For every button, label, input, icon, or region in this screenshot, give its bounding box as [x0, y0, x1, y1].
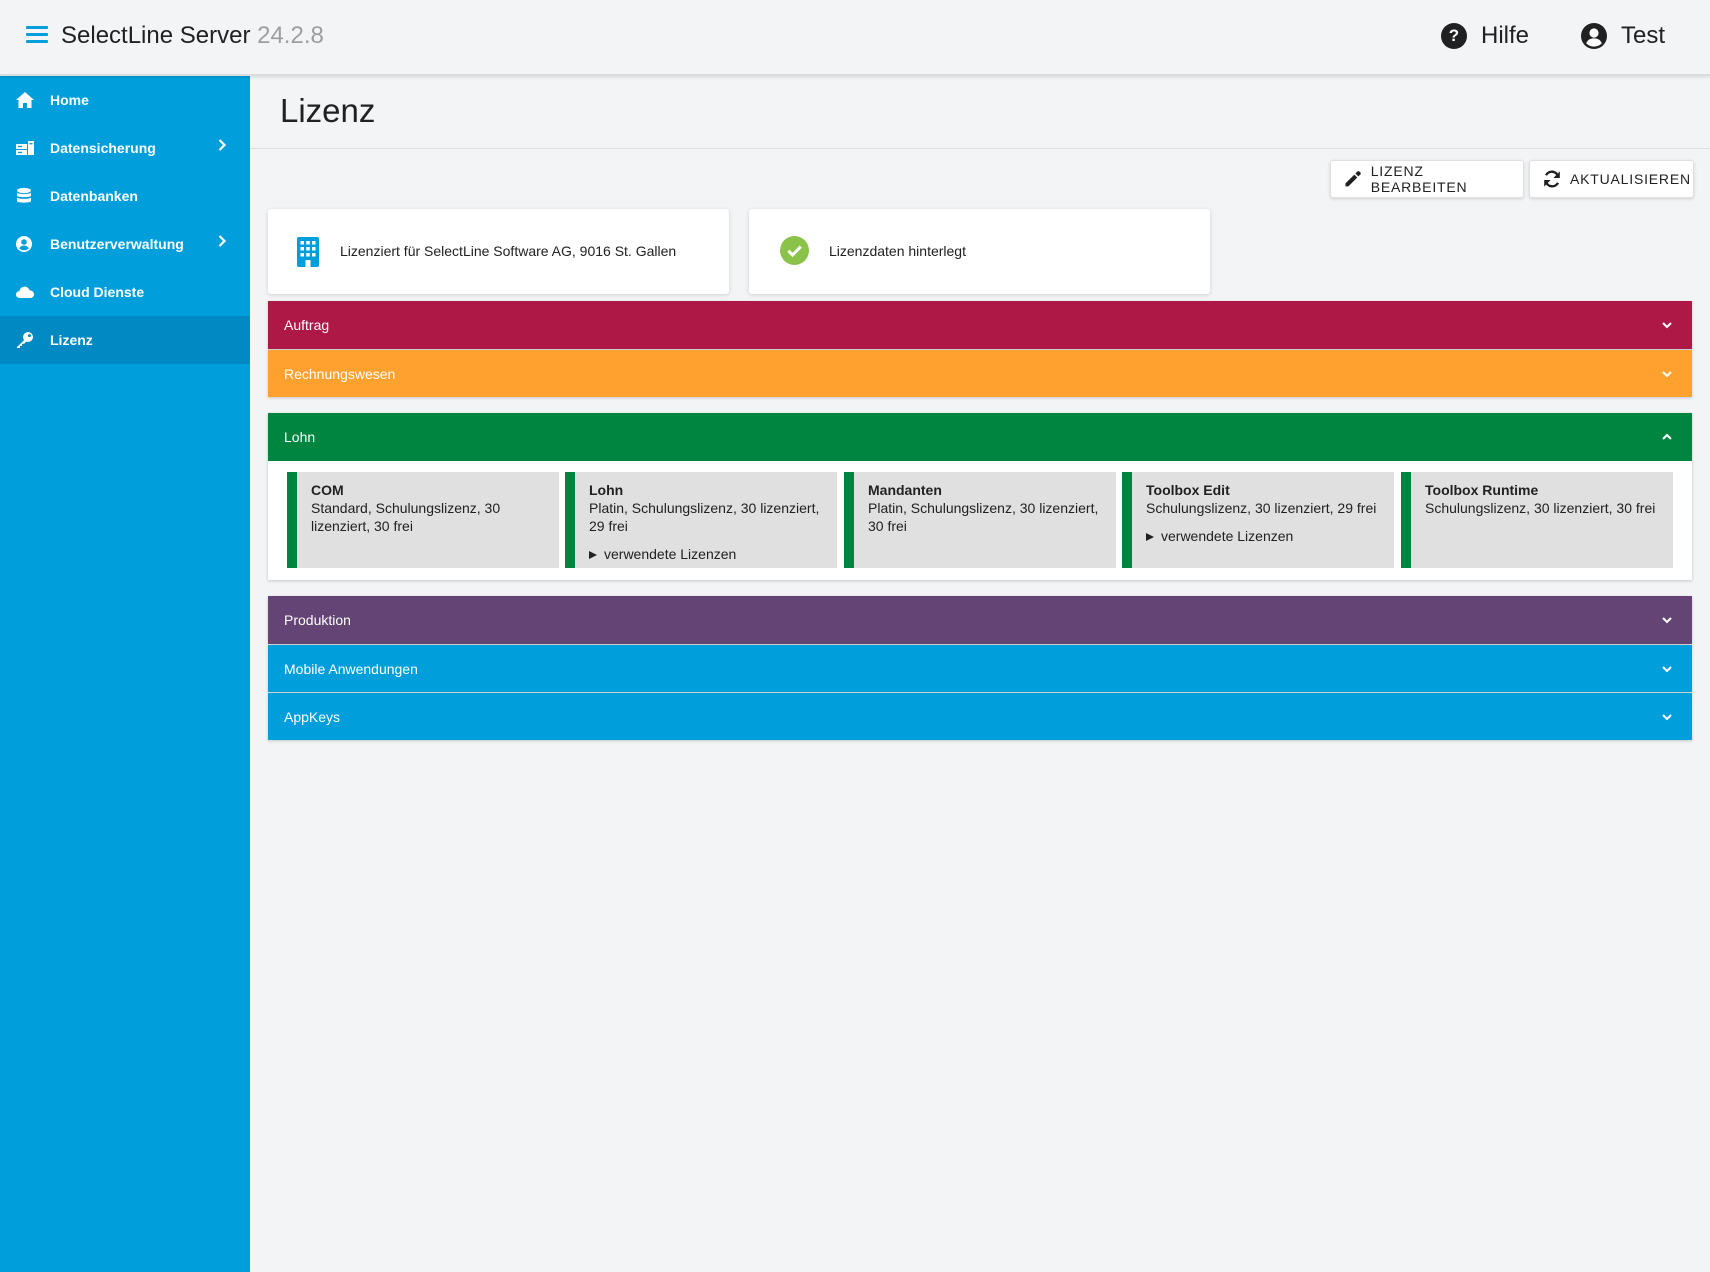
- panel-title: Auftrag: [284, 317, 330, 333]
- license-status-card: Lizenzdaten hinterlegt: [749, 209, 1210, 294]
- panel-auftrag: Auftrag: [268, 301, 1692, 349]
- panel-lohn: Lohn COM Standard, Schulungslizenz, 30 l…: [268, 413, 1692, 580]
- panel-title: Lohn: [284, 429, 316, 445]
- module-name: Toolbox Edit: [1146, 482, 1230, 498]
- database-icon: [17, 187, 31, 203]
- backup-icon: [16, 141, 34, 155]
- sidebar-item-benutzerverwaltung[interactable]: Benutzerverwaltung: [0, 220, 250, 268]
- module-tile-mandanten: Mandanten Platin, Schulungslizenz, 30 li…: [844, 472, 1116, 568]
- hamburger-menu-icon[interactable]: [26, 26, 48, 48]
- top-bar: SelectLine Server 24.2.8 ? Hilfe Test: [0, 0, 1710, 76]
- used-licenses-toggle[interactable]: verwendete Lizenzen: [1146, 527, 1293, 545]
- title-divider: [250, 148, 1710, 149]
- key-icon: [17, 332, 33, 348]
- module-description: Schulungslizenz, 30 lizenziert, 30 frei: [1425, 500, 1656, 516]
- panel-header-lohn[interactable]: Lohn: [268, 413, 1692, 461]
- sidebar-item-lizenz[interactable]: Lizenz: [0, 316, 250, 364]
- user-circle-icon: [16, 236, 32, 252]
- help-label: Hilfe: [1481, 22, 1530, 49]
- module-tile-toolbox-runtime: Toolbox Runtime Schulungslizenz, 30 lize…: [1401, 472, 1673, 568]
- sidebar-item-label: Benutzerverwaltung: [50, 236, 184, 252]
- sidebar-item-datensicherung[interactable]: Datensicherung: [0, 124, 250, 172]
- module-name: Toolbox Runtime: [1425, 482, 1539, 498]
- sidebar-item-label: Home: [50, 92, 89, 108]
- sidebar-item-datenbanken[interactable]: Datenbanken: [0, 172, 250, 220]
- chevron-down-icon: [1662, 617, 1672, 624]
- chevron-down-icon: [1662, 322, 1672, 329]
- user-label: Test: [1621, 22, 1666, 49]
- module-description: Platin, Schulungslizenz, 30 lizenziert, …: [868, 500, 1099, 534]
- check-circle-icon: [780, 236, 809, 265]
- panel-header-produktion[interactable]: Produktion: [268, 596, 1692, 644]
- module-tile-lohn: Lohn Platin, Schulungslizenz, 30 lizenzi…: [565, 472, 837, 568]
- question-circle-icon: ?: [1441, 23, 1467, 49]
- panel-produktion: Produktion: [268, 596, 1692, 644]
- module-name: COM: [311, 482, 344, 498]
- sidebar-item-label: Datensicherung: [50, 140, 156, 156]
- edit-license-label: LIZENZ BEARBEITEN: [1370, 163, 1468, 195]
- sidebar-item-cloud-dienste[interactable]: Cloud Dienste: [0, 268, 250, 316]
- triangle-right-icon: [589, 551, 597, 559]
- panel-header-auftrag[interactable]: Auftrag: [268, 301, 1692, 349]
- cloud-icon: [16, 286, 34, 298]
- module-description: Schulungslizenz, 30 lizenziert, 29 frei: [1146, 500, 1377, 516]
- panel-header-rechnungswesen[interactable]: Rechnungswesen: [268, 350, 1692, 397]
- licensee-card: Lizenziert für SelectLine Software AG, 9…: [268, 209, 729, 294]
- module-tile-toolbox-edit: Toolbox Edit Schulungslizenz, 30 lizenzi…: [1122, 472, 1394, 568]
- app-version: 24.2.8: [257, 22, 324, 49]
- pencil-icon: [1345, 171, 1361, 187]
- refresh-icon: [1544, 170, 1560, 188]
- used-licenses-label: verwendete Lizenzen: [1161, 528, 1294, 544]
- sidebar-item-label: Datenbanken: [50, 188, 138, 204]
- used-licenses-toggle[interactable]: verwendete Lizenzen: [589, 545, 736, 563]
- sidebar-item-label: Lizenz: [50, 332, 93, 348]
- chevron-down-icon: [1662, 666, 1672, 673]
- panel-title: Rechnungswesen: [284, 366, 396, 382]
- sidebar: Home Datensicherung Datenbanken Benutze: [0, 76, 250, 1272]
- used-licenses-label: verwendete Lizenzen: [604, 546, 737, 562]
- building-icon: [297, 237, 319, 267]
- page-title: Lizenz: [280, 92, 376, 129]
- module-description: Standard, Schulungslizenz, 30 lizenziert…: [311, 500, 501, 534]
- chevron-down-icon: [1662, 714, 1672, 721]
- refresh-button[interactable]: AKTUALISIEREN: [1529, 160, 1694, 198]
- home-icon: [16, 92, 34, 108]
- triangle-right-icon: [1146, 533, 1154, 541]
- chevron-up-icon: [1662, 433, 1672, 440]
- license-status-text: Lizenzdaten hinterlegt: [829, 243, 966, 259]
- licensee-text: Lizenziert für SelectLine Software AG, 9…: [340, 243, 677, 259]
- module-name: Mandanten: [868, 482, 942, 498]
- sidebar-item-home[interactable]: Home: [0, 76, 250, 124]
- panel-title: Mobile Anwendungen: [284, 661, 418, 677]
- user-menu-button[interactable]: Test: [1581, 22, 1665, 50]
- sidebar-item-label: Cloud Dienste: [50, 284, 145, 300]
- chevron-right-icon: [218, 139, 227, 151]
- help-button[interactable]: ? Hilfe: [1441, 22, 1529, 50]
- panel-title: AppKeys: [284, 709, 341, 725]
- panel-header-appkeys[interactable]: AppKeys: [268, 693, 1692, 740]
- module-description: Platin, Schulungslizenz, 30 lizenziert, …: [589, 500, 820, 534]
- module-name: Lohn: [589, 482, 624, 498]
- edit-license-button[interactable]: LIZENZ BEARBEITEN: [1330, 160, 1524, 198]
- chevron-right-icon: [218, 235, 227, 247]
- module-tile-com: COM Standard, Schulungslizenz, 30 lizenz…: [287, 472, 559, 568]
- panel-appkeys: AppKeys: [268, 693, 1692, 740]
- app-name: SelectLine Server: [61, 22, 251, 49]
- app-title: SelectLine Server 24.2.8: [61, 22, 324, 50]
- account-circle-icon: [1581, 23, 1607, 49]
- panel-mobile-anwendungen: Mobile Anwendungen: [268, 645, 1692, 692]
- panel-rechnungswesen: Rechnungswesen: [268, 350, 1692, 397]
- chevron-down-icon: [1662, 371, 1672, 378]
- panel-title: Produktion: [284, 612, 351, 628]
- refresh-label: AKTUALISIEREN: [1570, 171, 1691, 187]
- panel-header-mobile-anwendungen[interactable]: Mobile Anwendungen: [268, 645, 1692, 692]
